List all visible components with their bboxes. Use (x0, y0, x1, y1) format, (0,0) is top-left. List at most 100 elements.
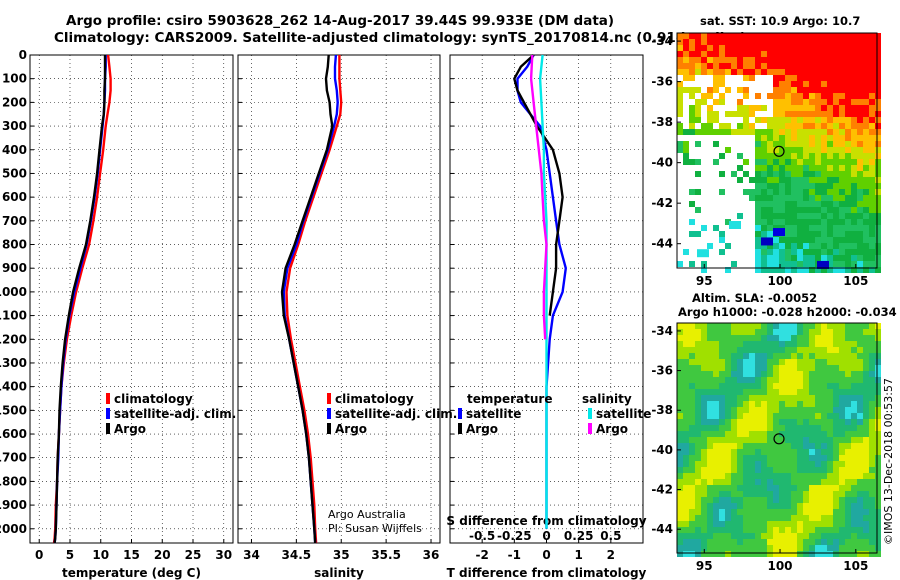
map-cell (839, 171, 845, 177)
map-cell (683, 45, 689, 51)
map-cell (839, 449, 845, 455)
map-cell (701, 329, 707, 335)
map-cell (761, 129, 767, 135)
map-cell (803, 207, 809, 213)
map-cell (833, 177, 839, 183)
map-cell (833, 75, 839, 81)
map-cell (869, 533, 875, 539)
map-cell (773, 129, 779, 135)
map-cell (809, 99, 815, 105)
map-cell (827, 389, 833, 395)
map-cell (719, 129, 725, 135)
map-cell (767, 449, 773, 455)
map-cell (791, 419, 797, 425)
map-cell (845, 123, 851, 129)
map-cell (839, 545, 845, 551)
map-cell (875, 75, 881, 81)
map-cell (809, 395, 815, 401)
map-cell (785, 455, 791, 461)
map-cell (797, 45, 803, 51)
map-cell (809, 401, 815, 407)
map-cell (677, 533, 683, 539)
map-cell (875, 243, 881, 249)
map-cell (719, 341, 725, 347)
map-cell (869, 135, 875, 141)
map-cell (689, 159, 695, 165)
map-cell (779, 437, 785, 443)
map-cell (791, 57, 797, 63)
map-cell (755, 425, 761, 431)
map-cell (869, 413, 875, 419)
map-cell (785, 69, 791, 75)
map-cell (773, 165, 779, 171)
map-cell (713, 99, 719, 105)
map-cell (689, 39, 695, 45)
map-cell (827, 443, 833, 449)
map-cell (785, 177, 791, 183)
sst-map-panel: 95 100 105-34-36-38-40-42-44 (651, 32, 881, 288)
map-cell (815, 153, 821, 159)
map-cell (725, 219, 731, 225)
map-cell (815, 347, 821, 353)
map-cell (695, 33, 701, 39)
map-cell (809, 189, 815, 195)
map-cell (845, 539, 851, 545)
map-cell (791, 551, 797, 557)
map-cell (815, 171, 821, 177)
map-cell (845, 213, 851, 219)
map-cell (689, 365, 695, 371)
map-cell (719, 377, 725, 383)
map-cell (875, 153, 881, 159)
x-tick-label: 30 (215, 548, 232, 562)
map-cell (839, 407, 845, 413)
map-cell (731, 407, 737, 413)
map-cell (755, 153, 761, 159)
map-cell (833, 81, 839, 87)
map-cell (791, 141, 797, 147)
map-cell (677, 141, 683, 147)
map-cell (857, 449, 863, 455)
map-cell (707, 243, 713, 249)
map-cell (845, 51, 851, 57)
map-cell (827, 539, 833, 545)
map-cell (725, 449, 731, 455)
plot-frame (237, 54, 441, 544)
map-cell (779, 249, 785, 255)
legend-swatch-s-satellite (588, 408, 592, 419)
map-cell (779, 473, 785, 479)
map-cell (845, 159, 851, 165)
map-cell (755, 189, 761, 195)
map-cell (749, 335, 755, 341)
map-cell (761, 383, 767, 389)
map-cell (725, 527, 731, 533)
map-cell (857, 225, 863, 231)
map-cell (827, 497, 833, 503)
map-cell (845, 347, 851, 353)
map-cell (863, 377, 869, 383)
map-cell (817, 260, 829, 269)
map-cell (773, 467, 779, 473)
map-cell (839, 509, 845, 515)
map-cell (863, 323, 869, 329)
map-cell (869, 431, 875, 437)
map-cell (809, 75, 815, 81)
map-cell (731, 467, 737, 473)
map-cell (797, 491, 803, 497)
map-cell (683, 159, 689, 165)
map-cell (761, 509, 767, 515)
map-cell (761, 497, 767, 503)
map-cell (719, 473, 725, 479)
map-cell (779, 449, 785, 455)
map-cell (869, 419, 875, 425)
map-cell (755, 521, 761, 527)
map-cell (821, 455, 827, 461)
map-cell (797, 431, 803, 437)
map-cell (791, 455, 797, 461)
map-cell (833, 141, 839, 147)
map-cell (755, 171, 761, 177)
y-tick-label: 1700 (0, 451, 27, 465)
map-cell (845, 497, 851, 503)
map-cell (701, 323, 707, 329)
map-cell (749, 347, 755, 353)
map-cell (755, 213, 761, 219)
